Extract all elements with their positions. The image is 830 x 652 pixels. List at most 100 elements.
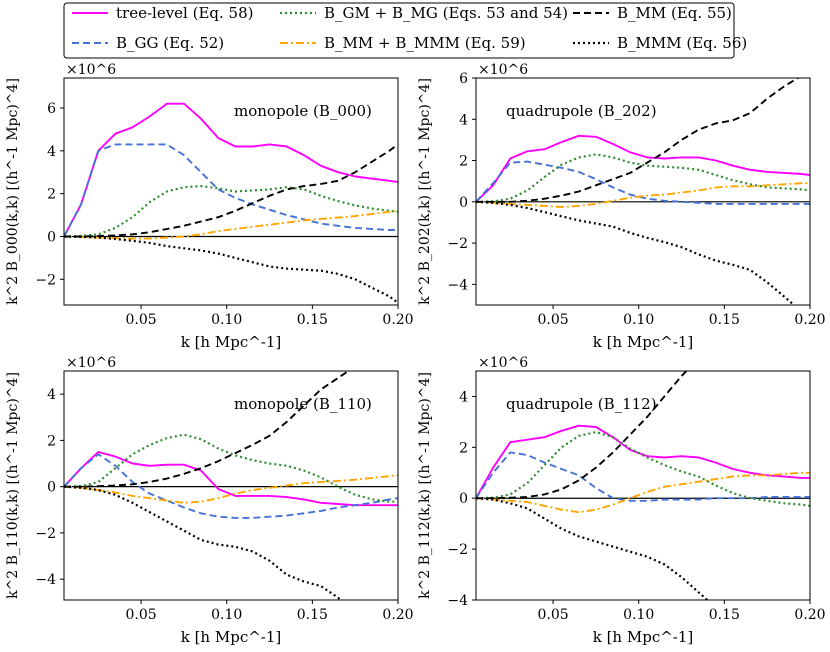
legend-entry-mmmmm: B_MM + B_MMM (Eq. 59) (280, 34, 526, 52)
y-tick-label: −4 (447, 277, 468, 293)
plot-frame (63, 77, 399, 306)
x-tick-label: 0.05 (125, 312, 156, 328)
legend-label-mmmmm: B_MM + B_MMM (Eq. 59) (324, 34, 526, 52)
series-mm (476, 371, 688, 500)
series-mm (64, 371, 351, 488)
series-gg (476, 451, 810, 502)
series-group (64, 102, 398, 304)
y-tick-label: −2 (35, 526, 56, 542)
legend-entry-mmm: B_MMM (Eq. 56) (573, 34, 747, 52)
legend-entry-mm: B_MM (Eq. 55) (573, 4, 732, 22)
x-tick-label: 0.10 (623, 312, 654, 328)
y-tick-label: 4 (47, 144, 56, 160)
y-axis-label: k^2 B_202(k,k) [(h^-1 Mpc)^4] (417, 78, 433, 305)
series-mm (64, 143, 398, 238)
series-gg (64, 453, 398, 519)
x-tick-label: 0.05 (537, 607, 568, 623)
legend: tree-level (Eq. 58) B_GG (Eq. 52) B_GM +… (63, 2, 747, 59)
x-tick-label: 0.20 (794, 312, 825, 328)
series-mm (476, 78, 800, 203)
x-axis-label: k [h Mpc^-1] (593, 333, 694, 351)
series-group (476, 78, 810, 305)
y-tick-label: 2 (459, 154, 468, 170)
series-gmmg (476, 153, 810, 203)
x-tick-label: 0.20 (382, 312, 413, 328)
x-tick-label: 0.20 (794, 607, 825, 623)
series-mmmmm (476, 182, 810, 208)
panel-title: monopole (B_110) (234, 395, 372, 413)
legend-entry-gmmg: B_GM + B_MG (Eqs. 53 and 54) (280, 4, 568, 22)
legend-label-tree: tree-level (Eq. 58) (116, 4, 254, 22)
y-tick-label: 2 (47, 187, 56, 203)
series-mmm (476, 200, 796, 305)
series-mmm (64, 235, 398, 304)
y-tick-label: 2 (47, 433, 56, 449)
scale-label: ×10^6 (478, 62, 528, 78)
y-tick-label: 4 (459, 389, 468, 405)
y-tick-label: 6 (459, 71, 468, 87)
x-tick-label: 0.10 (623, 607, 654, 623)
y-tick-label: 4 (47, 387, 56, 403)
y-tick-label: 0 (459, 195, 468, 211)
panel-2: 0.05 0.10 0.15 0.20 −4 −2 0 2 4 6 ×10^6 quadrupole … (417, 62, 826, 351)
legend-label-gg: B_GG (Eq. 52) (116, 34, 224, 52)
x-tick-label: 0.20 (382, 607, 413, 623)
y-axis-label: k^2 B_112(k,k) [(h^-1 Mpc)^4] (417, 372, 433, 599)
legend-entry-tree: tree-level (Eq. 58) (72, 4, 254, 22)
series-gmmg (64, 185, 398, 238)
series-group (476, 371, 810, 600)
panel-4: 0.05 0.10 0.15 0.20 −4 −2 0 2 4 ×10^6 quadrupole (… (417, 355, 826, 646)
series-mmmmm (64, 209, 398, 240)
x-axis-label: k [h Mpc^-1] (593, 628, 694, 646)
x-tick-label: 0.05 (537, 312, 568, 328)
y-axis-label: k^2 B_000(k,k) [(h^-1 Mpc)^4] (5, 78, 21, 305)
panel-3: 0.05 0.10 0.15 0.20 −4 −2 0 2 4 ×10^6 monopole (B_… (5, 355, 414, 646)
series-tree (64, 102, 398, 237)
series-gmmg (64, 433, 398, 503)
y-tick-label: 0 (459, 491, 468, 507)
series-tree (476, 424, 810, 499)
y-tick-label: −2 (447, 236, 468, 252)
x-tick-label: 0.15 (709, 607, 740, 623)
x-tick-label: 0.15 (709, 312, 740, 328)
series-gg (64, 143, 398, 237)
plot-frame (475, 370, 811, 601)
series-gg (476, 160, 810, 205)
series-tree (64, 451, 398, 507)
scale-label: ×10^6 (66, 355, 116, 371)
y-tick-label: −4 (447, 593, 468, 609)
legend-label-gmmg: B_GM + B_MG (Eqs. 53 and 54) (324, 4, 568, 22)
x-tick-label: 0.10 (211, 607, 242, 623)
series-group (64, 371, 398, 600)
series-gmmg (476, 431, 810, 507)
plot-frame (475, 77, 811, 306)
scale-label: ×10^6 (66, 62, 116, 78)
y-tick-label: −4 (35, 572, 56, 588)
panel-title: quadrupole (B_112) (506, 395, 657, 413)
legend-entry-gg: B_GG (Eq. 52) (72, 34, 224, 52)
series-mmmmm (476, 471, 810, 514)
scale-label: ×10^6 (478, 355, 528, 371)
y-tick-label: −2 (447, 542, 468, 558)
x-tick-label: 0.05 (125, 607, 156, 623)
x-tick-label: 0.15 (297, 607, 328, 623)
x-tick-label: 0.10 (211, 312, 242, 328)
plot-frame (63, 370, 399, 601)
y-axis-label: k^2 B_110(k,k) [(h^-1 Mpc)^4] (5, 372, 21, 599)
panel-1: 0.05 0.10 0.15 0.20 −2 0 2 4 6 ×10^6 monopole (B_0… (5, 62, 414, 351)
x-tick-label: 0.15 (297, 312, 328, 328)
y-tick-label: 4 (459, 112, 468, 128)
legend-label-mmm: B_MMM (Eq. 56) (617, 34, 747, 52)
y-tick-label: 2 (459, 440, 468, 456)
y-tick-label: 0 (47, 229, 56, 245)
y-tick-label: −2 (35, 272, 56, 288)
x-axis-label: k [h Mpc^-1] (181, 333, 282, 351)
series-mmmmm (64, 474, 398, 504)
y-tick-label: 0 (47, 480, 56, 496)
y-tick-label: 6 (47, 101, 56, 117)
series-tree (476, 134, 810, 203)
legend-label-mm: B_MM (Eq. 55) (617, 4, 732, 22)
panel-title: monopole (B_000) (234, 102, 372, 120)
x-axis-label: k [h Mpc^-1] (181, 628, 282, 646)
